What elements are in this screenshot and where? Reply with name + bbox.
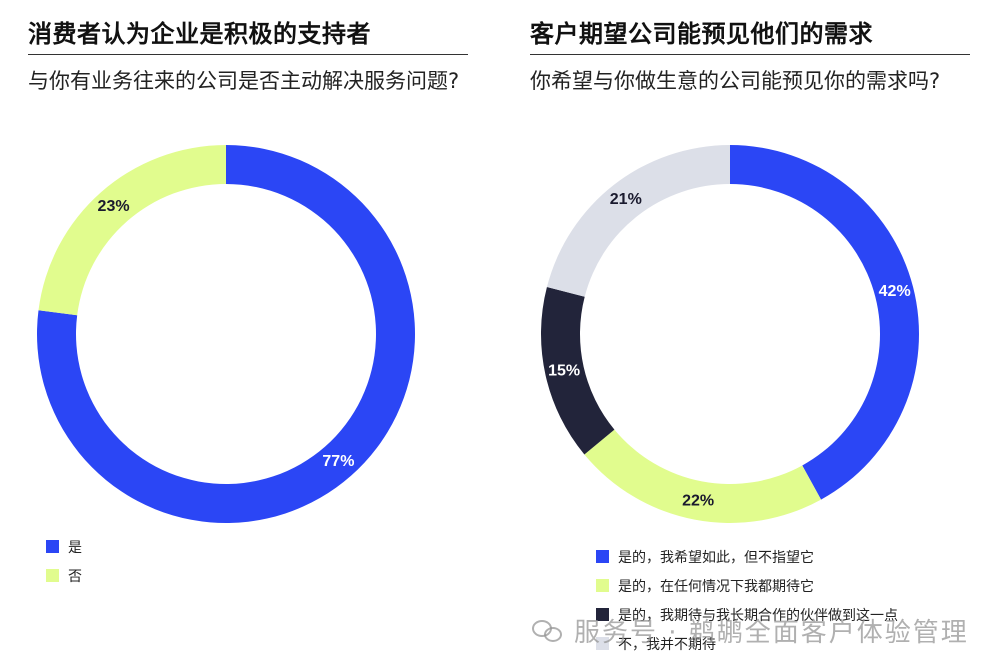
right-divider: [530, 54, 970, 55]
right-legend-item-3: 不，我并不期待: [596, 629, 898, 658]
right-legend-item-2: 是的，我期待与我长期合作的伙伴做到这一点: [596, 600, 898, 629]
right-legend-swatch-3: [596, 637, 609, 650]
left-legend-swatch-1: [46, 569, 59, 582]
left-title: 消费者认为企业是积极的支持者: [28, 20, 371, 48]
left-question: 与你有业务往来的公司是否主动解决服务问题?: [28, 69, 460, 93]
right-legend-swatch-2: [596, 608, 609, 621]
right-slice-0: [730, 145, 919, 500]
left-legend-item-1: 否: [46, 561, 82, 590]
left-slice-label-0: 77%: [322, 453, 354, 470]
right-slice-label-2: 15%: [548, 363, 580, 380]
left-slice-1: [38, 145, 226, 316]
watermark-text: 服务号 · 鹈鹕全面客户体验管理: [574, 618, 969, 648]
left-panel: 消费者认为企业是积极的支持者 与你有业务往来的公司是否主动解决服务问题?: [28, 0, 498, 670]
right-donut-chart: 42% 22% 15% 21%: [541, 145, 919, 523]
right-slice-1: [584, 429, 822, 523]
right-slice-3: [546, 145, 730, 297]
left-divider: [28, 54, 468, 55]
left-legend-label-1: 否: [68, 568, 82, 585]
right-legend-item-1: 是的，在任何情况下我都期待它: [596, 571, 898, 600]
right-legend-label-0: 是的，我希望如此，但不指望它: [618, 549, 814, 566]
right-question: 你希望与你做生意的公司能预见你的需求吗?: [530, 69, 941, 93]
left-donut-chart: 77% 23%: [37, 145, 416, 523]
right-legend-swatch-1: [596, 579, 609, 592]
right-slice-label-3: 21%: [610, 191, 642, 208]
right-legend-item-0: 是的，我希望如此，但不指望它: [596, 542, 898, 571]
left-legend-label-0: 是: [68, 539, 82, 556]
right-legend-swatch-0: [596, 550, 609, 563]
right-legend-label-3: 不，我并不期待: [618, 636, 716, 653]
left-legend-swatch-0: [46, 540, 59, 553]
wechat-icon: [532, 618, 566, 644]
right-legend-label-2: 是的，我期待与我长期合作的伙伴做到这一点: [618, 607, 898, 624]
right-slice-label-0: 42%: [879, 283, 911, 300]
right-slice-label-1: 22%: [682, 492, 714, 509]
right-legend: 是的，我希望如此，但不指望它 是的，在任何情况下我都期待它是的，我期待与我长期合作…: [596, 542, 898, 658]
left-legend-item-0: 是: [46, 532, 82, 561]
right-legend-label-1: 是的，在任何情况下我都期待它: [618, 578, 814, 595]
right-title: 客户期望公司能预见他们的需求: [530, 20, 873, 48]
watermark: 服务号 · 鹈鹕全面客户体验管理: [532, 612, 969, 649]
left-legend: 是否: [46, 532, 82, 590]
left-slice-label-1: 23%: [98, 198, 130, 215]
right-panel: 客户期望公司能预见他们的需求 你希望与你做生意的公司能预见你的需求吗?: [530, 0, 1000, 670]
right-slice-2: [541, 286, 615, 455]
